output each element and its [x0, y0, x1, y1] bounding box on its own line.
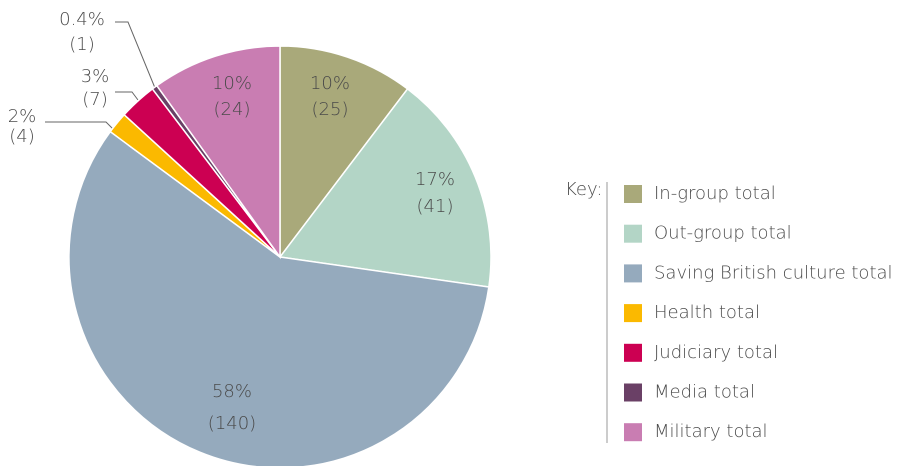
legend-title: Key: [565, 179, 602, 200]
legend-label: Out-group total [654, 223, 792, 244]
legend-swatch [624, 343, 642, 362]
slice-percent-label: 58% [212, 381, 252, 402]
slice-count-label: (1) [69, 34, 95, 55]
slice-percent-label: 17% [415, 169, 455, 190]
slice-count-label: (41) [417, 196, 454, 217]
legend-swatch [624, 224, 642, 243]
pie-slice [155, 45, 281, 260]
legend-swatch [624, 304, 642, 323]
slice-count-label: (7) [82, 89, 108, 110]
slice-count-label: (24) [214, 99, 251, 120]
slice-percent-label: 2% [8, 106, 37, 127]
slice-percent-label: 3% [81, 66, 110, 87]
slice-percent-label: 10% [310, 73, 350, 94]
legend-swatch [624, 383, 642, 402]
slice-percent-label: 0.4% [59, 9, 105, 30]
legend-label: Judiciary total [654, 342, 778, 363]
leader-line [45, 121, 115, 131]
slice-count-label: (4) [9, 126, 35, 147]
legend-label: Health total [654, 302, 760, 323]
leader-line [115, 21, 156, 89]
legend-label: Military total [654, 421, 768, 442]
legend-label: Media total [654, 382, 755, 403]
leader-line [115, 91, 139, 101]
legend-swatch [624, 264, 642, 283]
legend-label: Saving British culture total [654, 262, 893, 283]
pie-slice [279, 45, 409, 260]
slice-percent-label: 10% [212, 73, 252, 94]
legend-label: In-group total [654, 183, 776, 204]
pie-slice [68, 130, 490, 466]
legend-swatch [624, 185, 642, 203]
legend-swatch [624, 423, 642, 442]
slice-count-label: (25) [312, 99, 349, 120]
pie-slice [278, 87, 492, 288]
slice-count-label: (140) [208, 413, 256, 434]
